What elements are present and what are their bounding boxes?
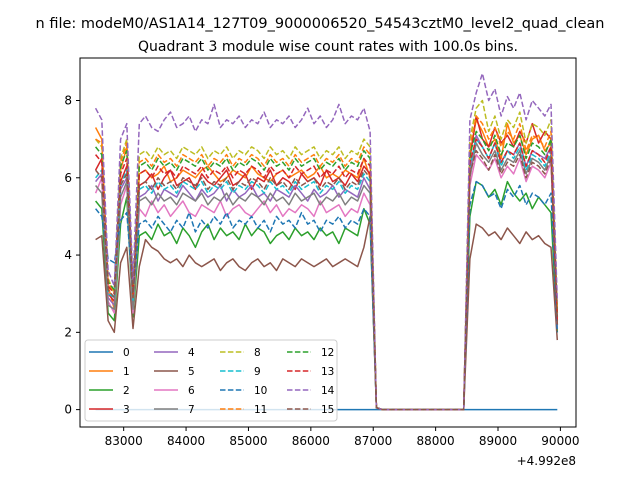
legend-label-11: 11: [254, 404, 267, 416]
y-tick-label: 2: [64, 325, 72, 339]
series-line-12: [95, 130, 559, 411]
legend-frame: [84, 339, 338, 422]
series-line-1: [94, 119, 559, 411]
series-line-2: [95, 180, 559, 411]
x-tick-label: 87000: [354, 434, 392, 448]
figure-suptitle: n file: modeM0/AS1A14_127T09_9000006520_…: [36, 16, 605, 32]
series-line-10: [95, 180, 559, 411]
series-line-5: [95, 215, 559, 411]
legend-label-2: 2: [123, 385, 130, 397]
legend-label-10: 10: [254, 385, 267, 397]
y-tick-label: 4: [64, 248, 72, 262]
legend-label-13: 13: [321, 366, 334, 378]
y-tick-label: 6: [64, 171, 72, 185]
x-tick-label: 85000: [229, 434, 267, 448]
x-tick-label: 89000: [479, 434, 517, 448]
series-line-6: [94, 153, 559, 411]
legend-label-3: 3: [123, 404, 130, 416]
y-axis: 0 2 4 6 8: [64, 94, 80, 417]
plot-frame: [79, 57, 577, 428]
legend-label-14: 14: [321, 385, 335, 397]
series-line-14: [94, 72, 559, 411]
y-tick-label: 8: [64, 94, 72, 108]
legend-label-5: 5: [188, 366, 195, 378]
series-line-8: [95, 99, 559, 411]
series-line-4: [95, 134, 559, 411]
series-line-15: [95, 149, 559, 411]
x-tick-label: 90000: [541, 434, 579, 448]
plot-title: Quadrant 3 module wise count rates with …: [138, 39, 518, 55]
legend-label-12: 12: [321, 347, 334, 359]
x-axis-offset-label: +4.992e8: [517, 454, 576, 468]
x-tick-label: 83000: [105, 434, 143, 448]
legend-label-8: 8: [254, 347, 261, 359]
legend-label-0: 0: [123, 347, 130, 359]
x-axis: 83000 84000 85000 86000 87000 88000 89000 90000: [105, 427, 579, 448]
y-tick-label: 0: [64, 403, 72, 417]
legend-label-4: 4: [188, 347, 195, 359]
series-line-7: [95, 142, 559, 411]
x-tick-label: 84000: [167, 434, 205, 448]
legend-label-1: 1: [123, 366, 130, 378]
legend-label-6: 6: [188, 385, 195, 397]
series-layer: [94, 72, 559, 411]
series-line-11: [95, 115, 559, 411]
legend-label-7: 7: [188, 404, 195, 416]
series-line-13: [95, 138, 559, 411]
legend-label-9: 9: [254, 366, 261, 378]
legend-label-15: 15: [321, 404, 334, 416]
x-tick-label: 86000: [292, 434, 330, 448]
x-tick-label: 88000: [417, 434, 455, 448]
